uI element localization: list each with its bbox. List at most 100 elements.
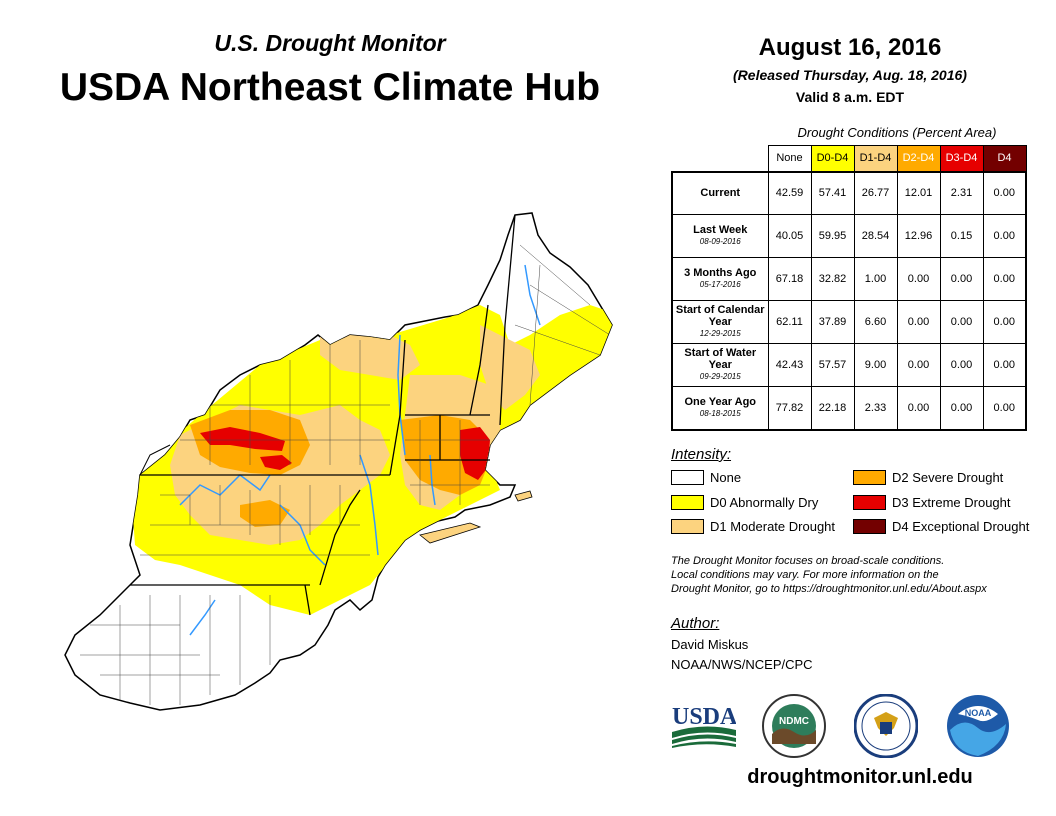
table-cell: 0.00 — [896, 300, 941, 344]
table-row: Start of Water Year 09-29-2015 42.43 57.57 9… — [671, 343, 1027, 387]
map-date: August 16, 2016 — [758, 34, 942, 61]
noaa-logo-icon: NOAA — [947, 695, 1009, 757]
legend-label: D1 Moderate Drought — [710, 519, 836, 534]
table-cell: 0.00 — [939, 300, 984, 344]
table-row: One Year Ago 08-18-2015 77.82 22.18 2.33 0.00… — [671, 386, 1027, 431]
county-line — [180, 404, 390, 441]
legend-title: Intensity: — [671, 446, 732, 463]
svg-text:USDA: USDA — [672, 704, 736, 730]
note-line: Drought Monitor, go to https://droughtmo… — [671, 583, 987, 595]
county-line — [405, 420, 490, 505]
table-cell: 26.77 — [853, 170, 898, 215]
valid-time: Valid 8 a.m. EDT — [795, 89, 905, 105]
rivers — [179, 264, 541, 636]
river — [359, 454, 379, 556]
usda-logo-icon: USDA — [672, 704, 736, 748]
d3-area — [200, 427, 285, 451]
legend-label: D0 Abnormally Dry — [710, 495, 819, 510]
county-line — [80, 595, 271, 705]
column-header: D1-D4 — [853, 145, 898, 172]
drought-monitor-note: The Drought Monitor focuses on broad-sca… — [671, 554, 1051, 596]
row-label: Start of Calendar Year 12-29-2015 — [671, 300, 769, 344]
northeast-drought-map — [64, 212, 613, 711]
island — [419, 522, 482, 544]
legend-item: D1 Moderate Drought — [671, 519, 835, 534]
legend-swatch — [671, 470, 704, 485]
author-name: David Miskus — [671, 637, 749, 652]
table-cell: 62.11 — [767, 300, 812, 344]
note-line: Local conditions may vary. For more info… — [671, 569, 939, 581]
table-cell: 37.89 — [810, 300, 855, 344]
table-cell: 0.00 — [939, 343, 984, 387]
column-header: D2-D4 — [896, 145, 941, 172]
website-url: droughtmonitor.unl.edu — [747, 766, 973, 788]
table-cell: 12.01 — [896, 170, 941, 215]
table-cell: 0.00 — [896, 386, 941, 431]
column-header: D0-D4 — [810, 145, 855, 172]
row-label-text: Last Week — [693, 224, 748, 236]
table-cell: 40.05 — [767, 214, 812, 258]
column-header: D3-D4 — [939, 145, 984, 172]
state-line — [304, 584, 311, 616]
state-line — [499, 214, 516, 426]
table-cell: 57.41 — [810, 170, 855, 215]
table-cell: 0.00 — [939, 386, 984, 431]
table-cell: 32.82 — [810, 257, 855, 301]
table-cell: 0.00 — [982, 257, 1027, 301]
legend-label: D2 Severe Drought — [892, 470, 1004, 485]
county-lines — [80, 244, 611, 705]
river — [189, 599, 216, 636]
row-date: 08-09-2016 — [699, 237, 741, 246]
state-line — [389, 339, 406, 476]
table-cell: 2.33 — [853, 386, 898, 431]
county-line — [514, 244, 611, 406]
column-header: D4 — [982, 145, 1027, 172]
row-label: Start of Water Year 09-29-2015 — [671, 343, 769, 387]
release-date: (Released Thursday, Aug. 18, 2016) — [733, 67, 967, 83]
author-label: Author: — [671, 615, 720, 632]
row-label: Current — [671, 170, 769, 215]
table-cell: 0.00 — [939, 257, 984, 301]
island — [514, 490, 533, 502]
conditions-caption: Drought Conditions (Percent Area) — [797, 125, 997, 140]
legend-swatch — [671, 495, 704, 510]
d1-area — [480, 325, 540, 410]
legend-item: None — [671, 470, 741, 485]
table-cell: 0.00 — [982, 214, 1027, 258]
row-date: 08-18-2015 — [699, 408, 741, 418]
commerce-seal-icon — [854, 694, 918, 758]
svg-text:NOAA: NOAA — [965, 708, 992, 718]
table-cell: 22.18 — [810, 386, 855, 431]
d2-area — [240, 500, 290, 527]
legend-item: D4 Exceptional Drought — [853, 519, 1029, 534]
d3-area — [260, 455, 292, 470]
lake — [139, 444, 171, 476]
table-cell: 0.15 — [939, 214, 984, 258]
legend-swatch — [853, 495, 886, 510]
legend-label: D3 Extreme Drought — [892, 495, 1011, 510]
legend-swatch — [671, 519, 704, 534]
row-label-text: One Year Ago — [684, 395, 757, 408]
legend-item: D3 Extreme Drought — [853, 495, 1011, 510]
row-label: One Year Ago 08-18-2015 — [671, 386, 769, 431]
table-row: Last Week 08-09-2016 40.05 59.95 28.54 12.96 0… — [671, 214, 1027, 258]
d1-area — [320, 330, 420, 380]
table-cell: 0.00 — [982, 300, 1027, 344]
row-label: Last Week 08-09-2016 — [671, 214, 769, 258]
table-cell: 28.54 — [853, 214, 898, 258]
ndmc-logo-icon: NDMC — [762, 694, 826, 758]
legend-swatch — [853, 519, 886, 534]
table-cell: 59.95 — [810, 214, 855, 258]
table-cell: 67.18 — [767, 257, 812, 301]
table-cell: 6.60 — [853, 300, 898, 344]
table-cell: 12.96 — [896, 214, 941, 258]
table-cell: 0.00 — [896, 257, 941, 301]
row-label-text: Start of Water Year — [684, 347, 757, 371]
state-boundaries — [130, 214, 516, 616]
drought-conditions-table: None D0-D4 D1-D4 D2-D4 D3-D4 D4 Current 4… — [671, 145, 1027, 431]
legend-item: D2 Severe Drought — [853, 470, 1003, 485]
table-cell: 77.82 — [767, 386, 812, 431]
table-cell: 0.00 — [896, 343, 941, 387]
county-line — [209, 340, 361, 465]
legend-label: None — [710, 470, 742, 485]
